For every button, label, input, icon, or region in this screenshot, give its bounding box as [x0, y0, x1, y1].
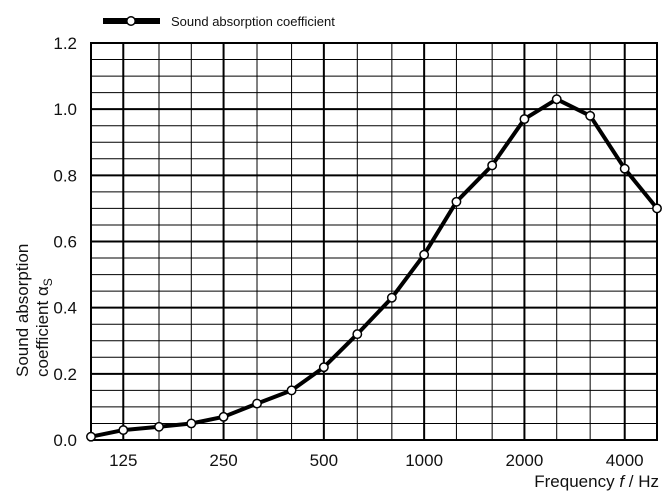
data-point [286, 385, 297, 396]
x-tick-label: 2000 [506, 451, 544, 470]
y-axis-title: Sound absorption coefficient αS [13, 244, 55, 377]
y-tick-label: 0.2 [53, 365, 77, 384]
x-tick-label: 4000 [606, 451, 644, 470]
data-point [585, 110, 596, 121]
x-tick-label: 125 [109, 451, 137, 470]
legend-marker-swatch [126, 16, 136, 26]
data-point [154, 421, 164, 432]
y-tick-label: 0.8 [53, 166, 77, 185]
data-point [352, 329, 363, 340]
legend-label: Sound absorption coefficient [171, 14, 335, 29]
data-point [487, 160, 498, 171]
x-tick-labels: 125 250 500 1000 2000 4000 [109, 451, 644, 470]
y-axis-title-line2: coefficient αS [33, 278, 55, 377]
y-tick-label: 1.2 [53, 34, 77, 53]
data-point [186, 418, 197, 429]
y-axis-title-line1: Sound absorption [13, 244, 32, 377]
series-layer [86, 94, 662, 442]
legend: Sound absorption coefficient [103, 14, 335, 29]
y-tick-label: 1.0 [53, 100, 77, 119]
x-tick-label: 250 [209, 451, 237, 470]
major-grid [91, 43, 657, 440]
data-point [86, 431, 96, 442]
x-axis-title: Frequency f / Hz [534, 472, 659, 491]
data-point [551, 94, 562, 105]
x-tick-label: 1000 [405, 451, 443, 470]
data-point [619, 163, 630, 174]
data-point [519, 114, 530, 125]
data-point [118, 425, 129, 436]
data-point [652, 203, 662, 214]
y-tick-label: 0.0 [53, 431, 77, 450]
data-point [451, 196, 462, 207]
y-tick-label: 0.6 [53, 233, 77, 252]
x-tick-label: 500 [310, 451, 338, 470]
data-point [419, 249, 430, 260]
data-point [218, 411, 229, 422]
data-point [252, 398, 262, 409]
y-tick-label: 0.4 [53, 299, 77, 318]
series-line [89, 97, 659, 439]
data-point [318, 362, 329, 373]
data-point [386, 292, 397, 303]
plot-frame [90, 42, 658, 441]
y-tick-labels: 0.0 0.2 0.4 0.6 0.8 1.0 1.2 [53, 34, 77, 450]
